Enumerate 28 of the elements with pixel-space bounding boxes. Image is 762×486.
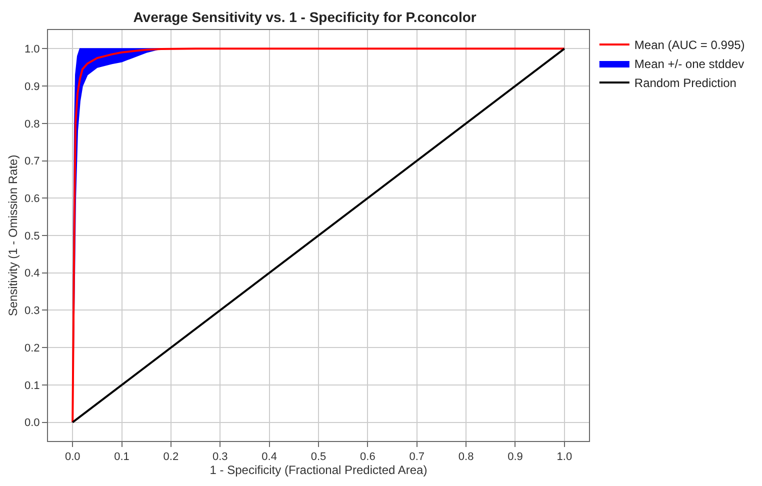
x-tick-label: 0.8 [458, 451, 474, 464]
x-tick-label: 0.9 [508, 451, 523, 464]
legend-label: Mean +/- one stddev [634, 57, 744, 72]
y-tick-label: 0.1 [24, 380, 40, 392]
x-tick-label: 0.5 [310, 451, 326, 464]
y-tick-label: 1.0 [24, 44, 40, 56]
y-tick-label: 0.2 [24, 342, 40, 354]
x-tick-label: 0.3 [212, 451, 228, 464]
y-tick-label: 0.9 [24, 80, 40, 93]
y-tick-label: 0.5 [24, 230, 40, 242]
x-tick-label: 1.0 [556, 451, 572, 464]
x-tick-label: 0.7 [409, 451, 425, 464]
y-tick-label: 0.8 [24, 118, 40, 130]
y-tick-label: 0.7 [24, 156, 40, 168]
legend-label: Random Prediction [634, 76, 736, 90]
x-tick-label: 0.4 [262, 451, 277, 464]
y-tick-label: 0.0 [24, 417, 40, 430]
x-axis-title: 1 - Specificity (Fractional Predicted Area) [210, 463, 428, 478]
x-tick-label: 0.0 [64, 451, 80, 464]
x-tick-label: 0.1 [114, 451, 130, 464]
y-tick-label: 0.6 [24, 192, 40, 205]
y-tick-label: 0.3 [24, 305, 40, 318]
x-tick-label: 0.2 [163, 451, 179, 464]
legend-label: Mean (AUC = 0.995) [634, 38, 745, 52]
y-tick-label: 0.4 [24, 268, 40, 280]
chart-title: Average Sensitivity vs. 1 - Specificity for P.concolor [133, 8, 477, 25]
x-tick-label: 0.6 [360, 451, 376, 464]
y-axis-title: Sensitivity (1 - Omission Rate) [6, 154, 20, 316]
